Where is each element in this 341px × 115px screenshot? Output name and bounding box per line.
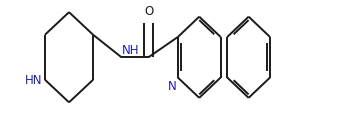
Text: N: N	[167, 79, 176, 92]
Text: O: O	[144, 5, 153, 17]
Text: HN: HN	[25, 74, 42, 87]
Text: NH: NH	[122, 44, 139, 57]
